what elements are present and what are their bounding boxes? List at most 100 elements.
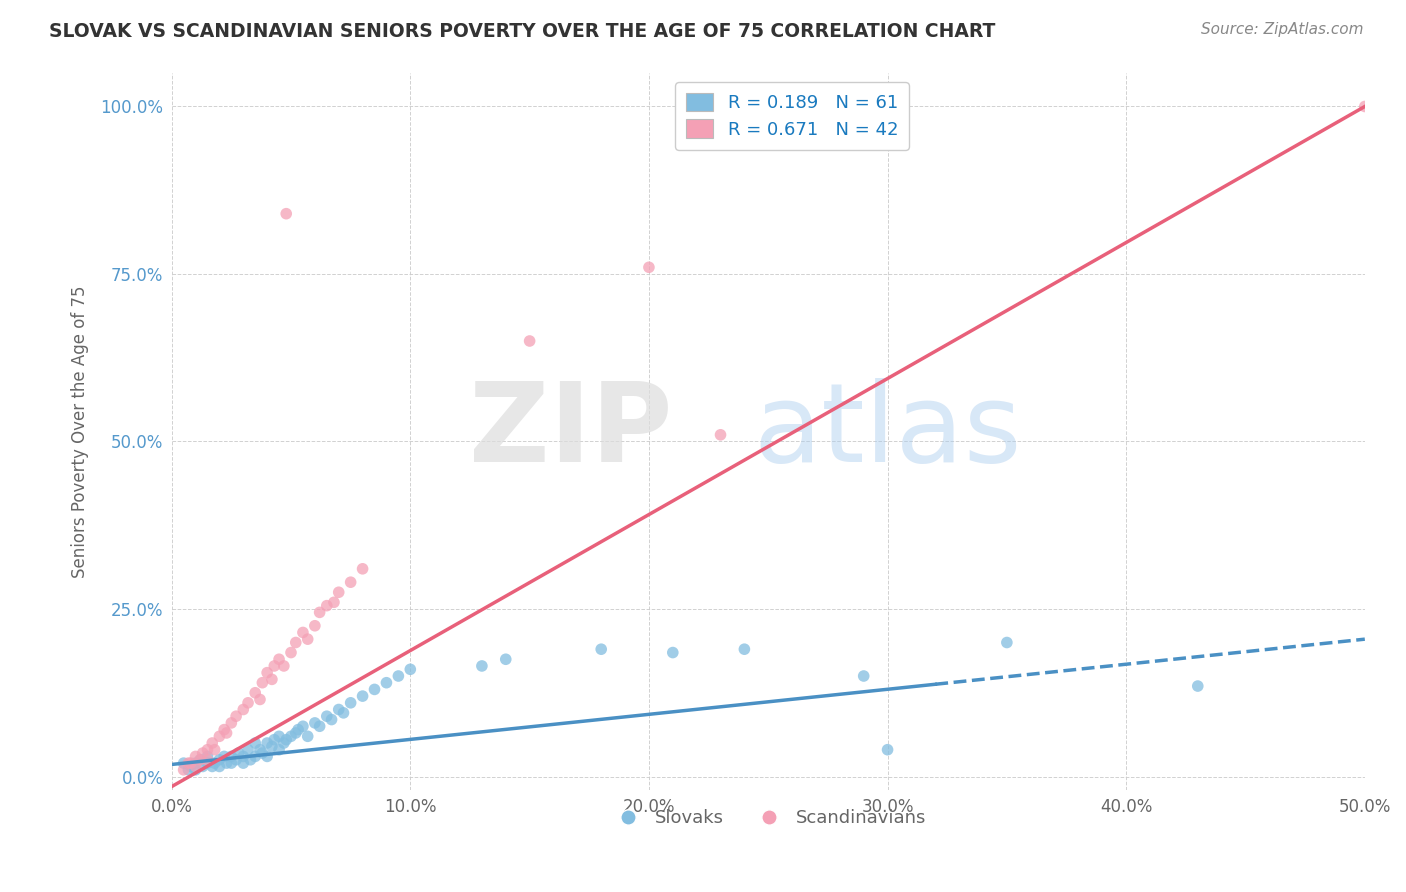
Point xyxy=(208,753,231,767)
Point xyxy=(191,746,214,760)
Point xyxy=(291,719,314,733)
Point xyxy=(876,742,898,756)
Point xyxy=(208,729,231,743)
Point xyxy=(173,756,195,771)
Point xyxy=(245,749,267,764)
Point xyxy=(256,665,278,680)
Point xyxy=(315,599,337,613)
Point xyxy=(304,715,326,730)
Point xyxy=(276,207,298,221)
Point xyxy=(252,675,274,690)
Point xyxy=(197,742,219,756)
Point xyxy=(245,686,267,700)
Point xyxy=(208,759,231,773)
Point xyxy=(212,749,235,764)
Point xyxy=(184,763,207,777)
Point xyxy=(339,696,361,710)
Point xyxy=(212,723,235,737)
Point xyxy=(273,736,295,750)
Point xyxy=(180,756,202,771)
Text: SLOVAK VS SCANDINAVIAN SENIORS POVERTY OVER THE AGE OF 75 CORRELATION CHART: SLOVAK VS SCANDINAVIAN SENIORS POVERTY O… xyxy=(49,22,995,41)
Text: atlas: atlas xyxy=(754,378,1022,485)
Point xyxy=(225,709,247,723)
Text: Source: ZipAtlas.com: Source: ZipAtlas.com xyxy=(1201,22,1364,37)
Point xyxy=(399,662,422,676)
Point xyxy=(232,756,254,771)
Point xyxy=(1187,679,1209,693)
Point xyxy=(256,749,278,764)
Point xyxy=(221,749,243,764)
Point xyxy=(297,729,319,743)
Point xyxy=(280,646,302,660)
Point xyxy=(225,753,247,767)
Text: ZIP: ZIP xyxy=(470,378,673,485)
Point xyxy=(662,646,685,660)
Point xyxy=(1354,99,1376,113)
Point xyxy=(352,689,374,703)
Point xyxy=(221,715,243,730)
Point xyxy=(177,763,200,777)
Point xyxy=(267,729,290,743)
Point xyxy=(332,706,354,720)
Point xyxy=(245,736,267,750)
Point xyxy=(184,749,207,764)
Point xyxy=(287,723,309,737)
Point xyxy=(273,659,295,673)
Point xyxy=(519,334,541,348)
Point xyxy=(363,682,385,697)
Point xyxy=(352,562,374,576)
Point xyxy=(232,702,254,716)
Point xyxy=(308,719,330,733)
Point xyxy=(328,702,350,716)
Point xyxy=(236,742,259,756)
Point xyxy=(221,756,243,771)
Point xyxy=(297,632,319,647)
Point xyxy=(184,756,207,771)
Point xyxy=(232,749,254,764)
Point xyxy=(252,746,274,760)
Point xyxy=(284,635,307,649)
Point xyxy=(249,742,271,756)
Point xyxy=(260,673,283,687)
Point xyxy=(387,669,409,683)
Point xyxy=(263,732,285,747)
Point xyxy=(280,729,302,743)
Point xyxy=(375,675,398,690)
Point xyxy=(495,652,517,666)
Point xyxy=(228,746,250,760)
Point xyxy=(201,736,224,750)
Y-axis label: Seniors Poverty Over the Age of 75: Seniors Poverty Over the Age of 75 xyxy=(72,285,89,578)
Point xyxy=(256,736,278,750)
Point xyxy=(267,742,290,756)
Point xyxy=(191,759,214,773)
Point xyxy=(263,659,285,673)
Point xyxy=(177,756,200,771)
Point xyxy=(304,619,326,633)
Point xyxy=(197,756,219,771)
Point xyxy=(197,749,219,764)
Point xyxy=(591,642,613,657)
Point xyxy=(197,753,219,767)
Point xyxy=(321,713,343,727)
Point xyxy=(201,759,224,773)
Point xyxy=(215,756,238,771)
Point xyxy=(249,692,271,706)
Legend: Slovaks, Scandinavians: Slovaks, Scandinavians xyxy=(603,802,934,835)
Point xyxy=(236,696,259,710)
Point xyxy=(995,635,1018,649)
Point xyxy=(188,753,211,767)
Point xyxy=(308,605,330,619)
Point xyxy=(204,742,226,756)
Point xyxy=(328,585,350,599)
Point xyxy=(323,595,346,609)
Point xyxy=(709,427,731,442)
Point xyxy=(204,756,226,771)
Point xyxy=(276,732,298,747)
Point xyxy=(638,260,661,275)
Point xyxy=(239,753,262,767)
Point xyxy=(852,669,875,683)
Point xyxy=(260,739,283,754)
Point xyxy=(291,625,314,640)
Point xyxy=(267,652,290,666)
Point xyxy=(180,759,202,773)
